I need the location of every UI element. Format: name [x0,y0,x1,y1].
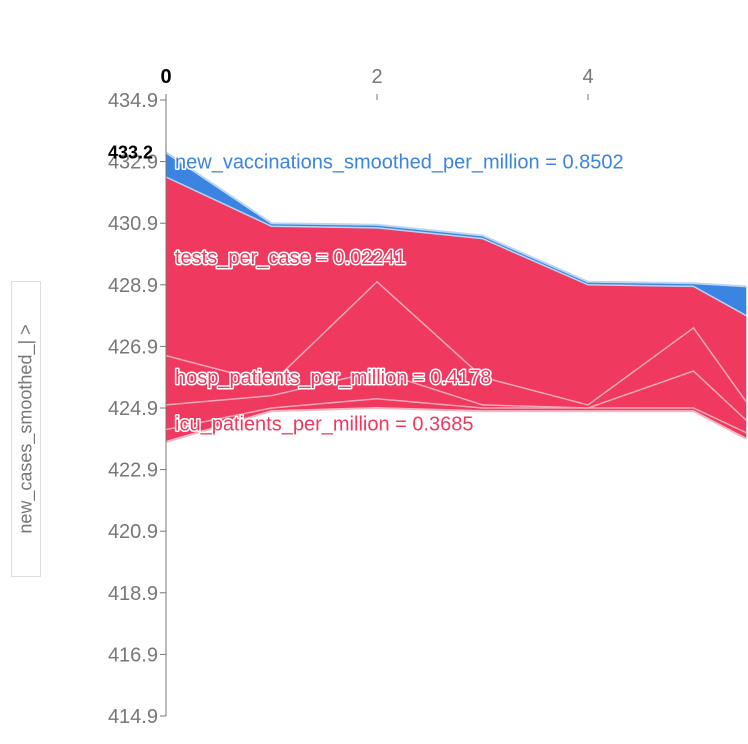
feature-divider-line-1 [165,280,747,406]
y-tick-label: 428.9 [108,275,158,297]
y-tick-label: 416.9 [108,644,158,666]
y-axis-selector-label: new_cases_smoothed_| > [15,324,36,534]
y-tick-label: 422.9 [108,460,158,482]
y-tick-label: 432.9 [108,152,158,174]
y-tick-label: 420.9 [108,521,158,543]
force-areas [165,151,747,443]
base-value-label: 433.2 [108,142,153,162]
force-boundary-line [165,176,747,317]
x-tick-label: 2 [371,66,382,88]
feature-label-1: new_vaccinations_smoothed_per_million = … [175,152,624,174]
y-tick-label: 430.9 [108,213,158,235]
y-tick-label: 418.9 [108,583,158,605]
feature-label-4: icu_patients_per_million = 0.3685 [175,413,474,435]
y-tick-label: 414.9 [108,706,158,728]
x-tick-label: 0 [160,66,171,88]
positive-force-edge [165,406,747,443]
feature-label-2: tests_per_case = 0.02241 [175,247,406,269]
y-tick-label: 434.9 [108,90,158,112]
x-tick-label: 4 [582,66,593,88]
feature-label-3: hosp_patients_per_million = 0.4178 [175,367,491,389]
y-tick-label: 424.9 [108,398,158,420]
y-tick-label: 426.9 [108,336,158,358]
feature-labels: new_vaccinations_smoothed_per_million = … [174,150,626,437]
negative-force-edge [165,151,747,288]
negative-force-area [166,152,747,316]
y-axis: 434.9 432.9 430.9 428.9 426.9 424.9 422.9 420.9… [108,90,167,728]
feature-divider-line-2 [165,370,747,421]
feature-divider-line-3 [165,398,747,434]
positive-force-area [166,177,747,442]
y-axis-selector[interactable]: new_cases_smoothed_| > [11,281,41,577]
x-axis: 0 2 4 [160,66,594,100]
